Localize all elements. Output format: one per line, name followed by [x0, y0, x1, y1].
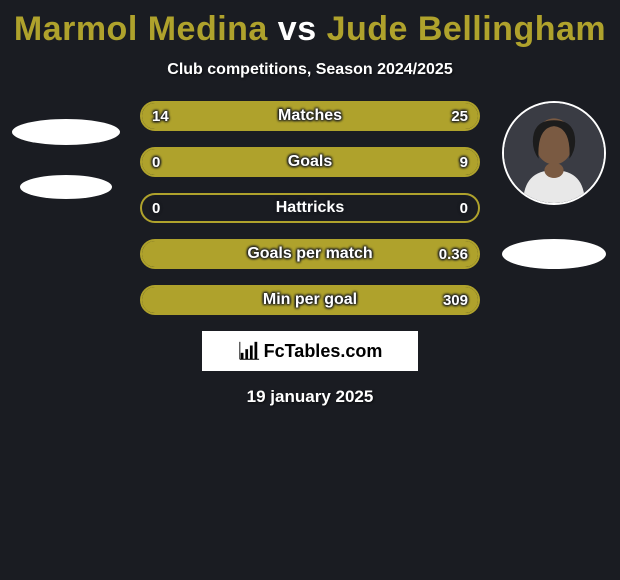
page-title: Marmol Medina vs Jude Bellingham	[0, 0, 620, 49]
stat-value-right: 0	[460, 195, 468, 221]
stat-bars: Matches1425Goals09Hattricks00Goals per m…	[140, 101, 480, 315]
stat-value-left: 0	[152, 149, 160, 175]
player-photo-icon	[504, 103, 604, 203]
stat-row: Min per goal309	[140, 285, 480, 315]
stat-value-right: 9	[460, 149, 468, 175]
comparison-content: Matches1425Goals09Hattricks00Goals per m…	[0, 101, 620, 407]
stat-label: Hattricks	[142, 195, 478, 221]
stat-value-left: 0	[152, 195, 160, 221]
subtitle: Club competitions, Season 2024/2025	[0, 61, 620, 79]
left-player-column	[6, 101, 126, 199]
stat-row: Matches1425	[140, 101, 480, 131]
left-club-oval	[20, 175, 112, 199]
stat-bar-right-fill	[142, 241, 478, 267]
bar-chart-icon	[238, 340, 260, 362]
title-player2: Jude Bellingham	[327, 10, 607, 48]
date: 19 january 2025	[0, 387, 620, 407]
stat-value-right: 0.36	[439, 241, 468, 267]
logo-text: FcTables.com	[264, 341, 383, 362]
stat-row: Goals09	[140, 147, 480, 177]
stat-bar-right-fill	[142, 149, 478, 175]
right-player-column	[494, 101, 614, 269]
source-logo: FcTables.com	[202, 331, 418, 371]
stat-value-right: 309	[443, 287, 468, 313]
stat-bar-right-fill	[142, 287, 478, 313]
stat-value-left: 14	[152, 103, 169, 129]
stat-row: Goals per match0.36	[140, 239, 480, 269]
stat-value-right: 25	[451, 103, 468, 129]
left-player-avatar-placeholder	[12, 119, 120, 145]
right-club-oval	[502, 239, 606, 269]
stat-row: Hattricks0 0	[140, 193, 480, 223]
right-player-avatar	[502, 101, 606, 205]
stat-bar-right-fill	[263, 103, 478, 129]
title-player1: Marmol Medina	[14, 10, 268, 48]
title-vs: vs	[278, 10, 317, 48]
